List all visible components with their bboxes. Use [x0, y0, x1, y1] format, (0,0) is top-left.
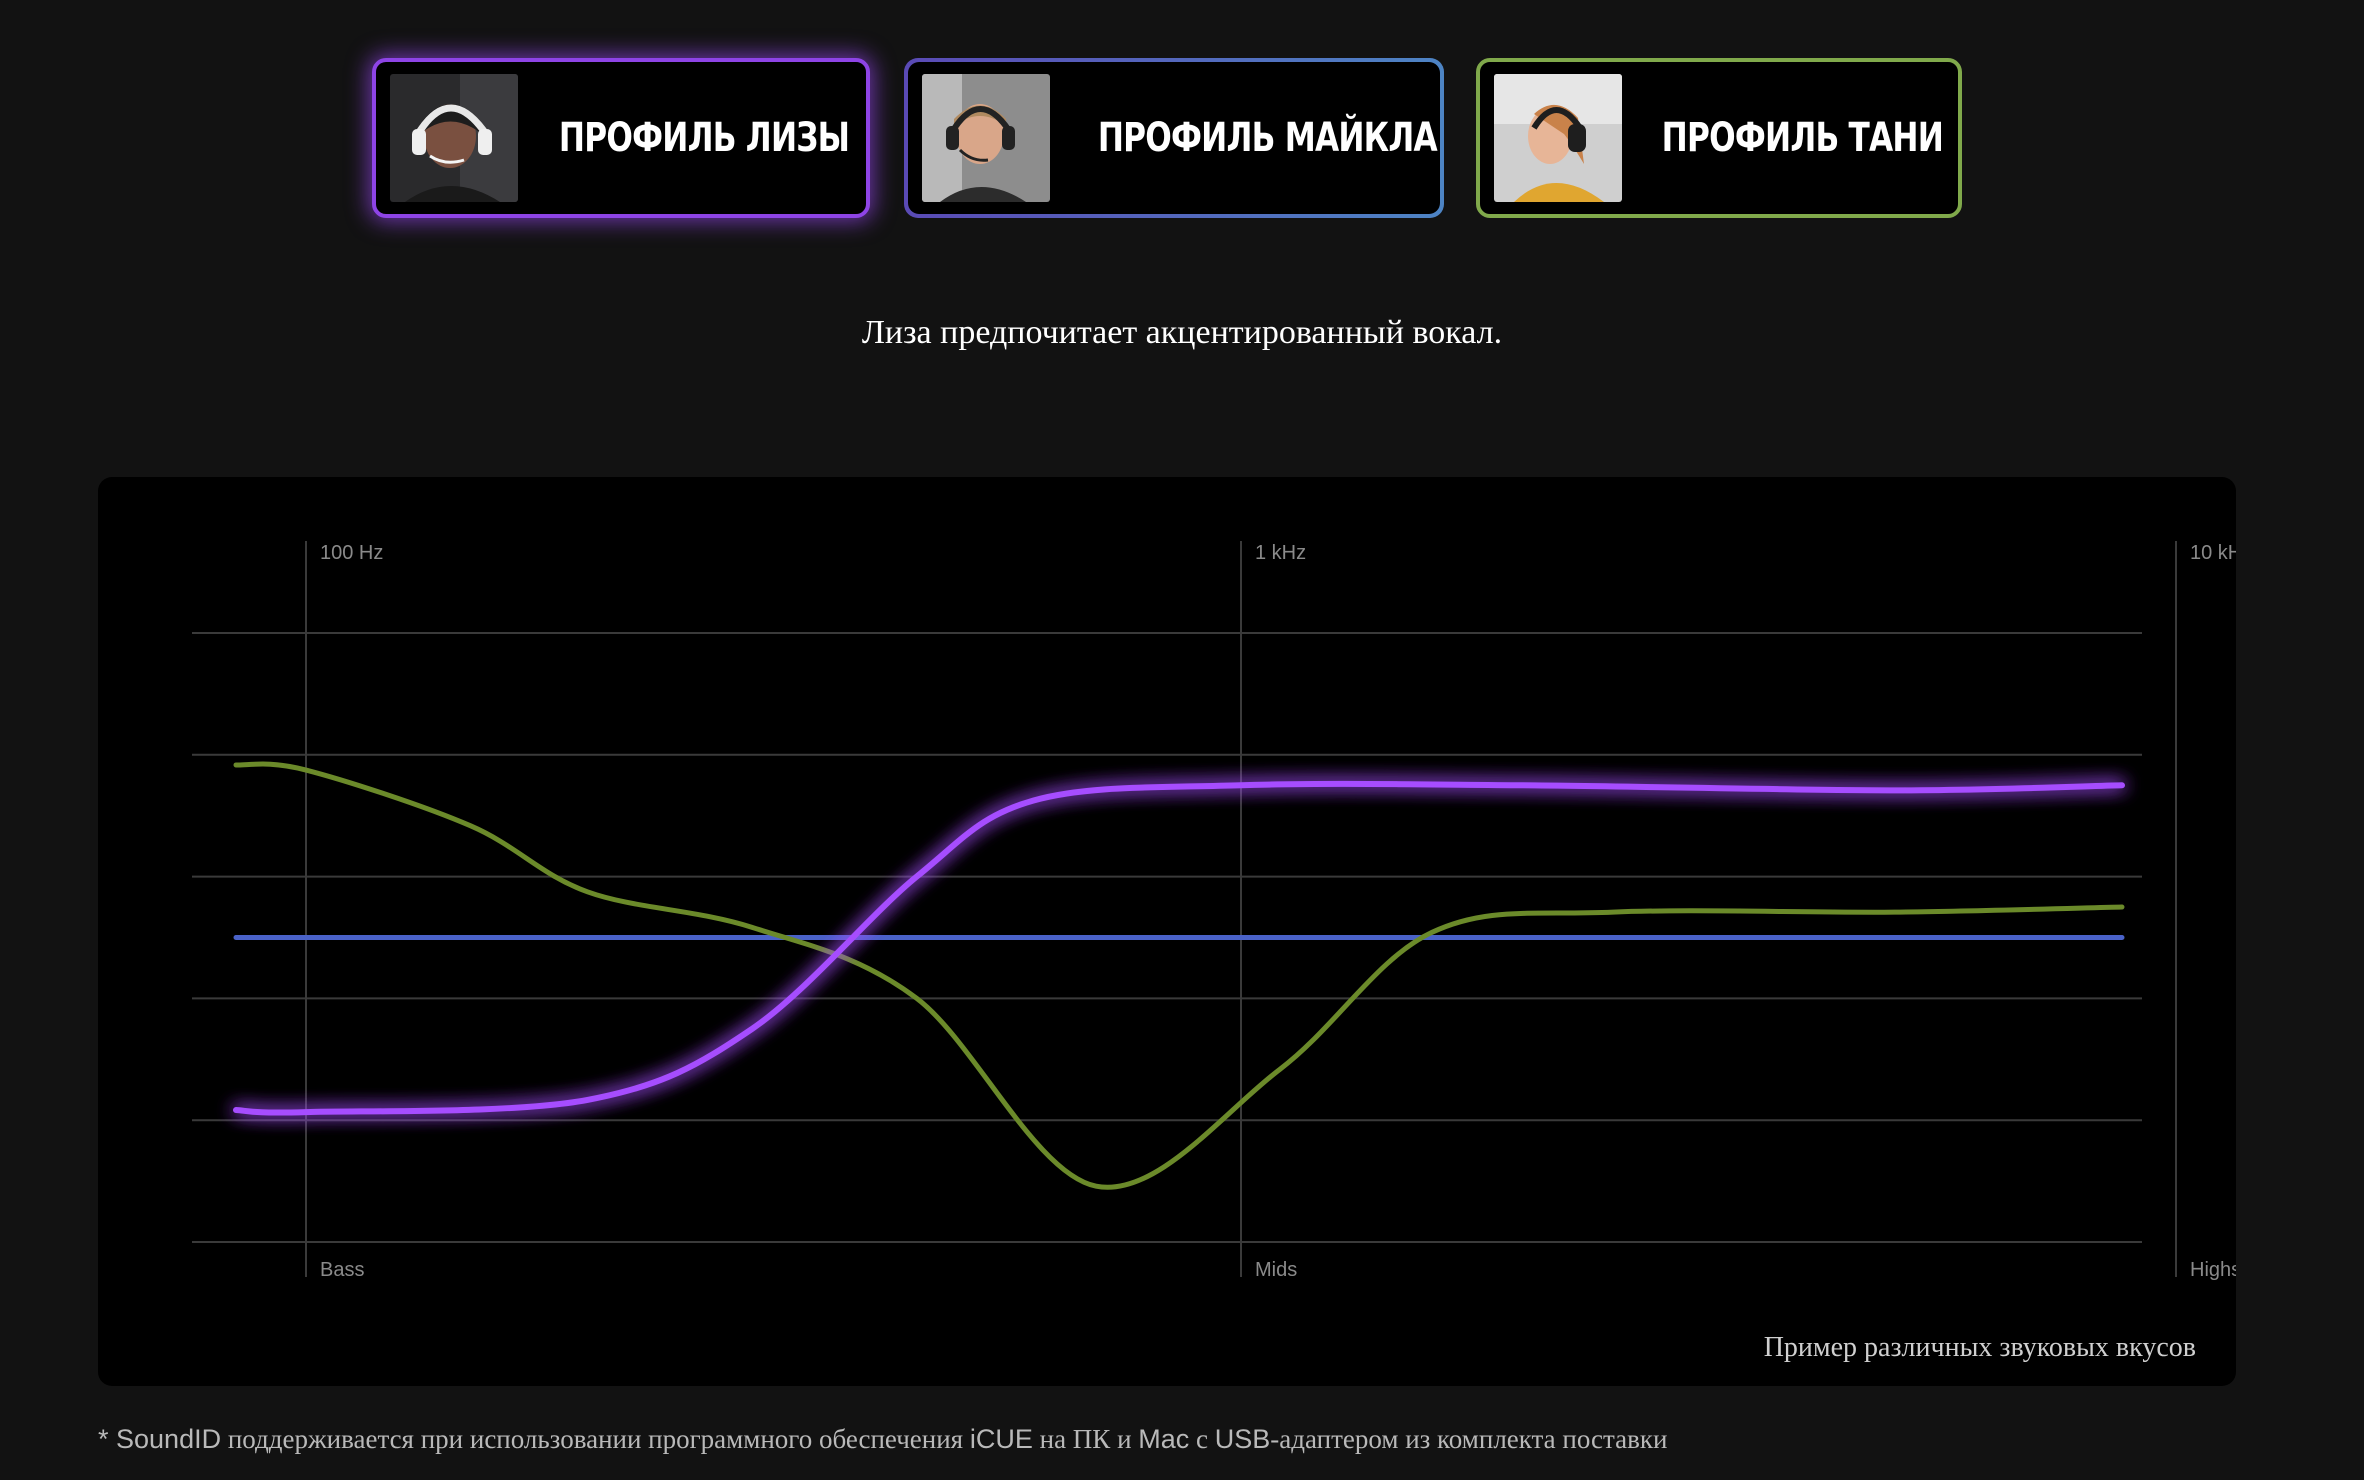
profile-card-liza[interactable]: ПРОФИЛЬ ЛИЗЫ [372, 58, 870, 218]
profile-selector: ПРОФИЛЬ ЛИЗЫ ПРОФИЛЬ МАЙКЛА [0, 58, 2364, 228]
footnote-usb: USB [1214, 1424, 1271, 1454]
liza-avatar [390, 74, 518, 202]
tick-label-top: 100 Hz [320, 542, 383, 564]
eq-chart-panel: 100 Hz Bass 1 kHz Mids 10 kHz Highs Пример ра… [98, 477, 2236, 1386]
footnote-brand: * SoundID [98, 1424, 222, 1454]
tick-label-bottom: Mids [1255, 1259, 1297, 1281]
eq-curve-liza [233, 780, 2125, 1116]
footnote-text-4: -адаптером из комплекта поставки [1270, 1424, 1668, 1454]
footnote-text-2: на ПК и [1032, 1424, 1139, 1454]
chart-caption: Пример различных звуковых вкусов [1763, 1332, 2196, 1363]
profile-card-michael[interactable]: ПРОФИЛЬ МАЙКЛА [904, 58, 1444, 218]
footnote-text-1: поддерживается при использовании програм… [221, 1424, 970, 1454]
footnote-text-3: с [1189, 1424, 1215, 1454]
profile-label-liza: ПРОФИЛЬ ЛИЗЫ [558, 115, 850, 161]
footnote: * SoundID поддерживается при использован… [98, 1424, 1667, 1455]
profile-label-michael: ПРОФИЛЬ МАЙКЛА [1097, 115, 1438, 161]
tick-label-top: 1 kHz [1255, 542, 1306, 564]
tick-label-bottom: Bass [320, 1259, 364, 1281]
profile-card-tanya[interactable]: ПРОФИЛЬ ТАНИ [1476, 58, 1962, 218]
tick-label-top: 10 kHz [2190, 542, 2236, 564]
profile-description: Лиза предпочитает акцентированный вокал. [861, 314, 1503, 351]
tick-label-bottom: Highs [2190, 1259, 2236, 1281]
eq-chart: 100 Hz Bass 1 kHz Mids 10 kHz Highs [192, 541, 2236, 1281]
tanya-avatar [1494, 74, 1622, 202]
footnote-mac: Mac [1138, 1424, 1190, 1454]
eq-curve-tanya [233, 761, 2125, 1190]
footnote-icue: iCUE [969, 1424, 1033, 1454]
michael-avatar [922, 74, 1050, 202]
profile-label-tanya: ПРОФИЛЬ ТАНИ [1661, 115, 1944, 161]
